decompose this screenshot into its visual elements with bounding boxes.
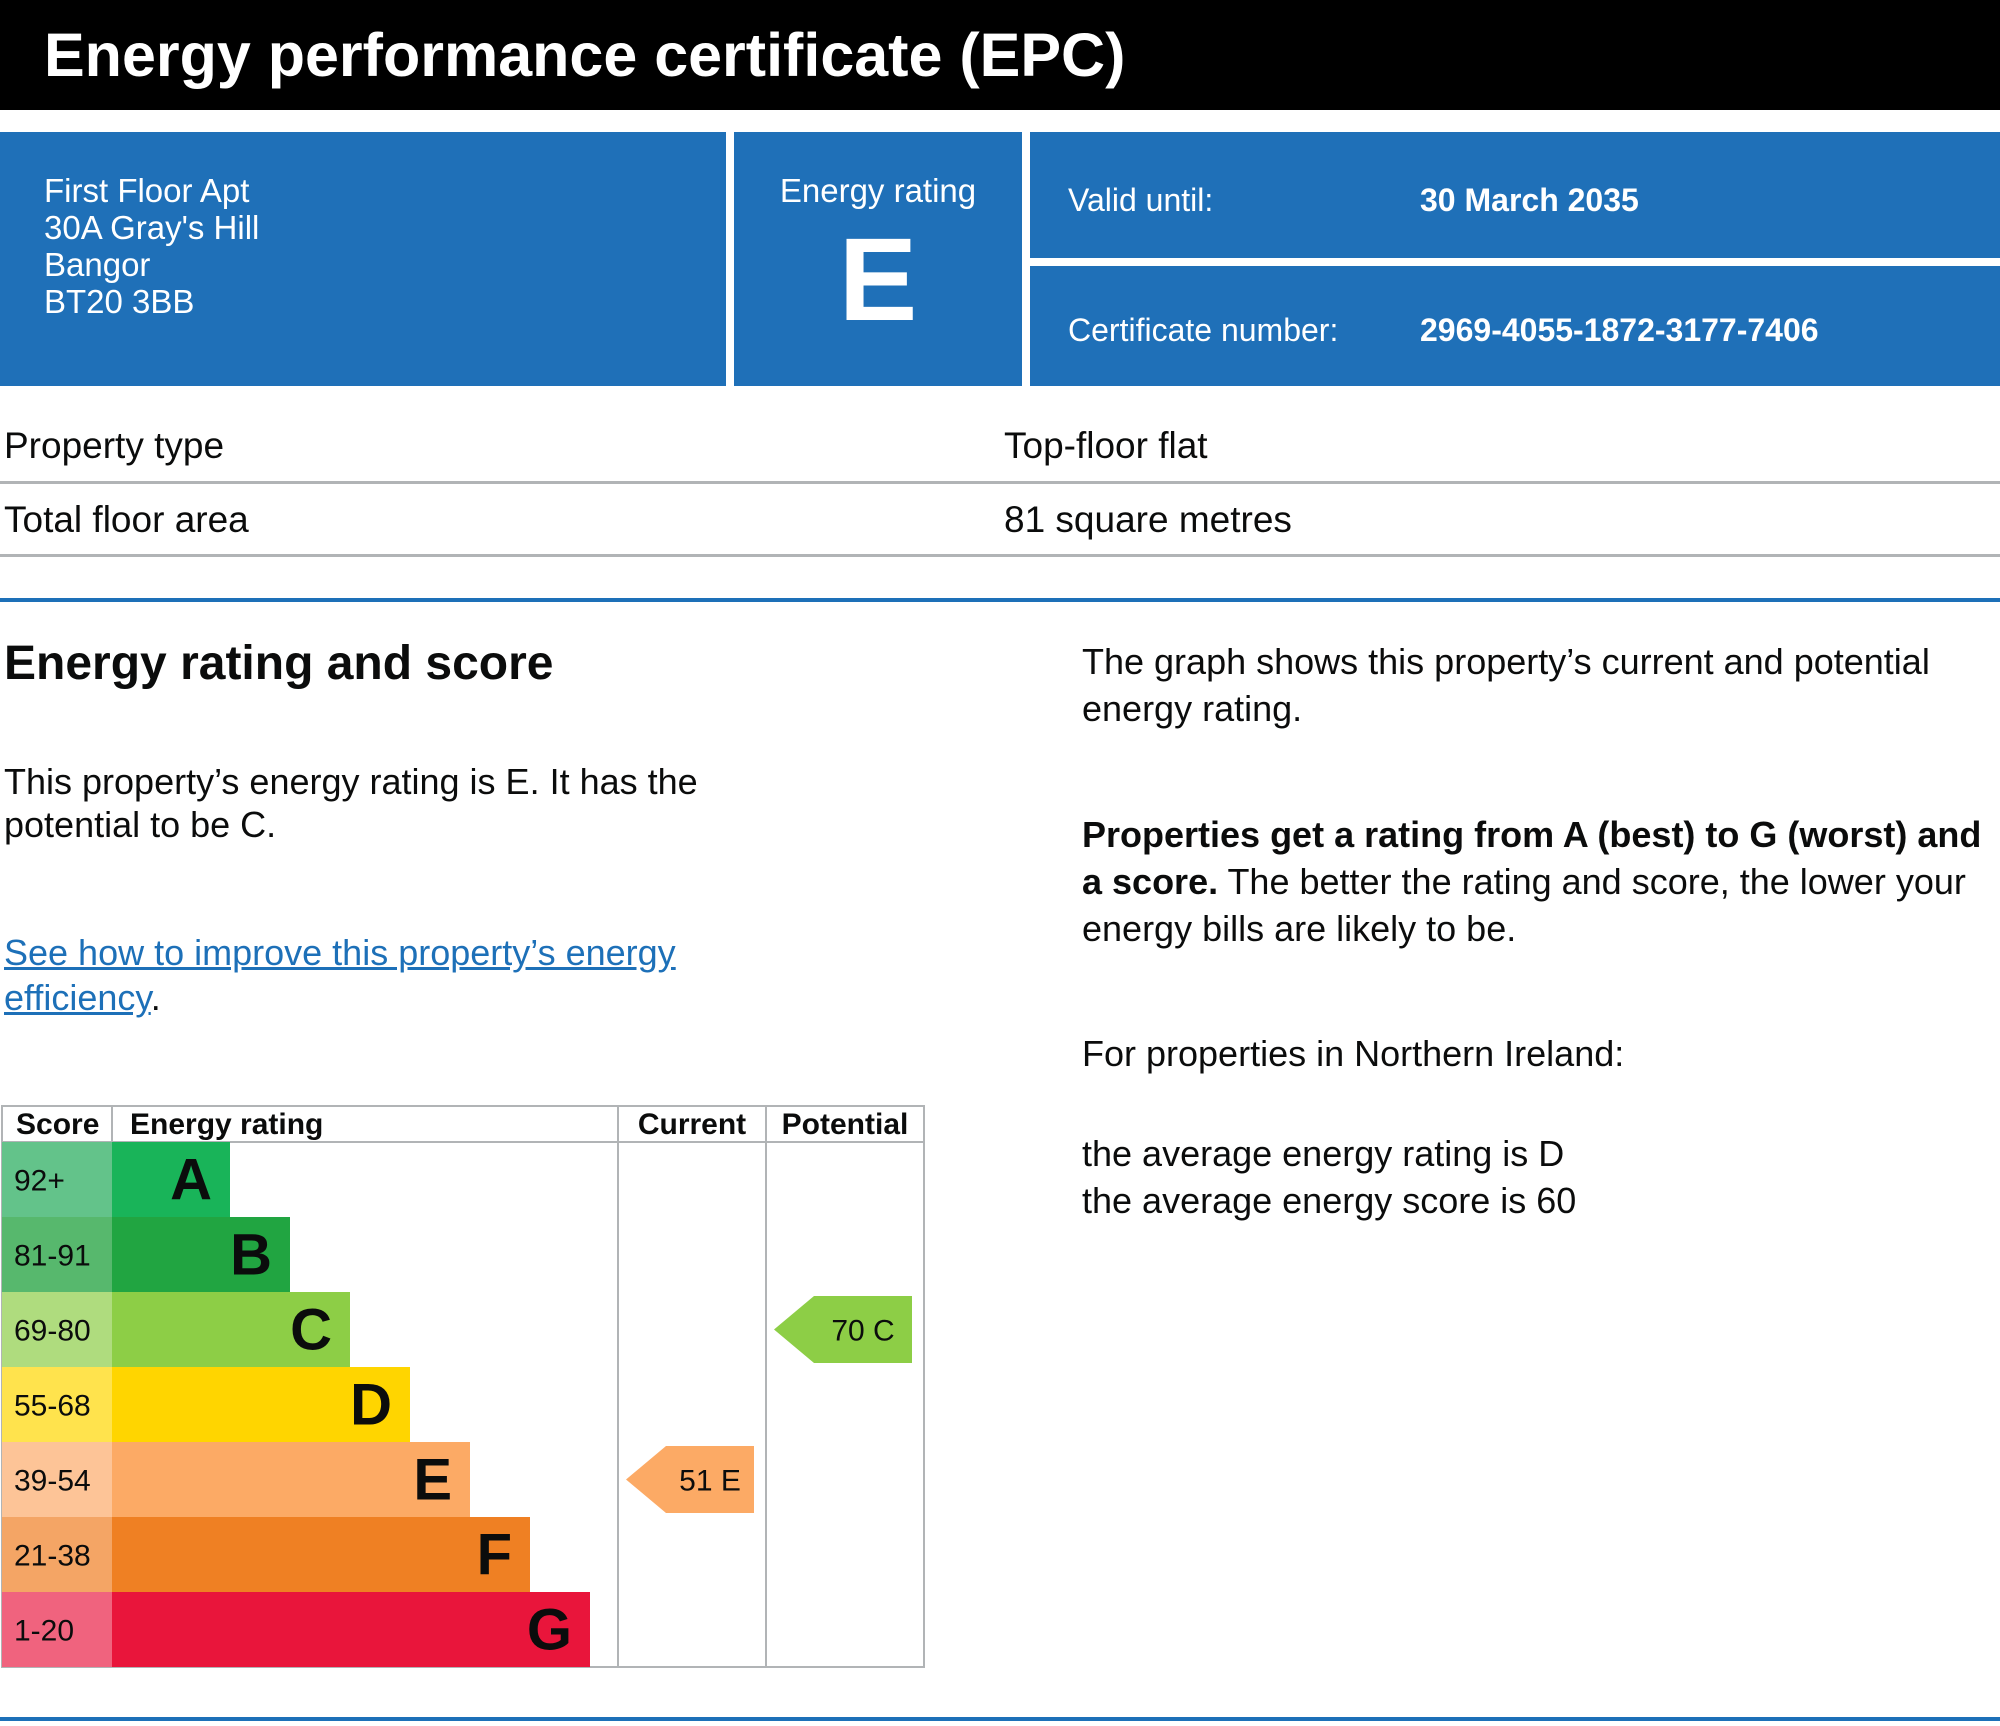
rating-band-bar-a <box>112 1142 230 1217</box>
address-line: First Floor Apt <box>44 172 250 209</box>
energy-rating-panel <box>734 132 1022 386</box>
graph-explanation: The graph shows this property’s current … <box>1082 641 1930 729</box>
valid-until-panel <box>1030 132 2000 258</box>
footer-divider <box>0 1717 2000 1721</box>
certificate-number-label: Certificate number: <box>1068 312 1339 348</box>
address-panel <box>0 132 726 386</box>
floor-area-value: 81 square metres <box>1004 499 1292 540</box>
certificate-number-panel <box>1030 266 2000 386</box>
chart-header-energy-rating: Energy rating <box>130 1108 323 1141</box>
section-divider <box>0 598 2000 602</box>
energy-rating-letter: E <box>838 214 918 346</box>
rating-explanation: Properties get a rating from A (best) to… <box>1082 811 1997 952</box>
chart-header-current: Current <box>638 1108 746 1141</box>
rating-band-letter: G <box>527 1598 572 1663</box>
improve-efficiency-link[interactable]: See how to improve this property’s energ… <box>4 932 676 1018</box>
rating-summary: This property’s energy rating is E. It h… <box>4 761 698 845</box>
score-band-cell <box>2 1442 112 1517</box>
property-type-value: Top-floor flat <box>1004 425 1208 466</box>
property-type-label: Property type <box>4 425 225 466</box>
improve-efficiency-paragraph: See how to improve this property’s energ… <box>4 930 804 1020</box>
page-title: Energy performance certificate (EPC) <box>44 21 1126 89</box>
address-line: Bangor <box>44 246 151 283</box>
rating-band-bar-b <box>112 1217 290 1292</box>
rating-band-bar-f <box>112 1517 530 1592</box>
valid-until-label: Valid until: <box>1068 182 1214 218</box>
rating-band-letter: F <box>477 1523 512 1588</box>
score-band-cell <box>2 1367 112 1442</box>
score-band-cell <box>2 1517 112 1592</box>
score-range-label: 81-91 <box>14 1240 91 1273</box>
rating-explanation-rest: The better the rating and score, the low… <box>1082 861 1966 949</box>
rating-band-bar-e <box>112 1442 470 1517</box>
chart-header-potential: Potential <box>782 1108 909 1141</box>
score-range-label: 92+ <box>14 1165 65 1198</box>
divider <box>0 481 2000 484</box>
rating-band-letter: C <box>290 1298 332 1363</box>
score-range-label: 55-68 <box>14 1390 91 1423</box>
rating-band-bar-c <box>112 1292 350 1367</box>
potential-rating-arrow <box>774 1296 912 1363</box>
score-range-label: 1-20 <box>14 1615 74 1648</box>
rating-band-letter: B <box>230 1223 272 1288</box>
epc-rating-chart: Score Energy rating Current Potential 92+ A 81… <box>1 1105 925 1668</box>
rating-explanation-bold: Properties get a rating from A (best) to… <box>1082 814 1982 902</box>
current-rating-arrow <box>626 1446 754 1513</box>
average-score: the average energy score is 60 <box>1082 1180 1577 1221</box>
energy-rating-label: Energy rating <box>779 172 977 209</box>
link-suffix: . <box>150 977 161 1018</box>
score-band-cell <box>2 1217 112 1292</box>
rating-band-bar-g <box>112 1592 590 1667</box>
potential-rating-label: 70 C <box>831 1315 894 1348</box>
average-rating: the average energy rating is D <box>1082 1133 1565 1174</box>
score-range-label: 39-54 <box>14 1465 91 1498</box>
northern-ireland-intro: For properties in Northern Ireland: <box>1082 1033 1625 1074</box>
address-line: 30A Gray's Hill <box>44 209 260 246</box>
rating-band-bar-d <box>112 1367 410 1442</box>
current-rating-label: 51 E <box>679 1465 741 1498</box>
property-address: First Floor Apt 30A Gray's Hill Bangor B… <box>44 172 259 320</box>
header-bar <box>0 0 2000 110</box>
score-range-label: 69-80 <box>14 1315 91 1348</box>
score-band-cell <box>2 1142 112 1217</box>
floor-area-label: Total floor area <box>4 499 249 540</box>
rating-band-letter: A <box>170 1148 212 1213</box>
rating-band-letter: E <box>413 1448 452 1513</box>
address-line: BT20 3BB <box>44 283 195 320</box>
valid-until-value: 30 March 2035 <box>1420 182 1639 218</box>
rating-band-letter: D <box>350 1373 392 1438</box>
score-range-label: 21-38 <box>14 1540 91 1573</box>
section-heading: Energy rating and score <box>4 637 554 690</box>
divider <box>0 554 2000 557</box>
score-band-cell <box>2 1292 112 1367</box>
certificate-number-value: 2969-4055-1872-3177-7406 <box>1420 312 1819 348</box>
score-band-cell <box>2 1592 112 1667</box>
chart-header-score: Score <box>16 1108 99 1141</box>
